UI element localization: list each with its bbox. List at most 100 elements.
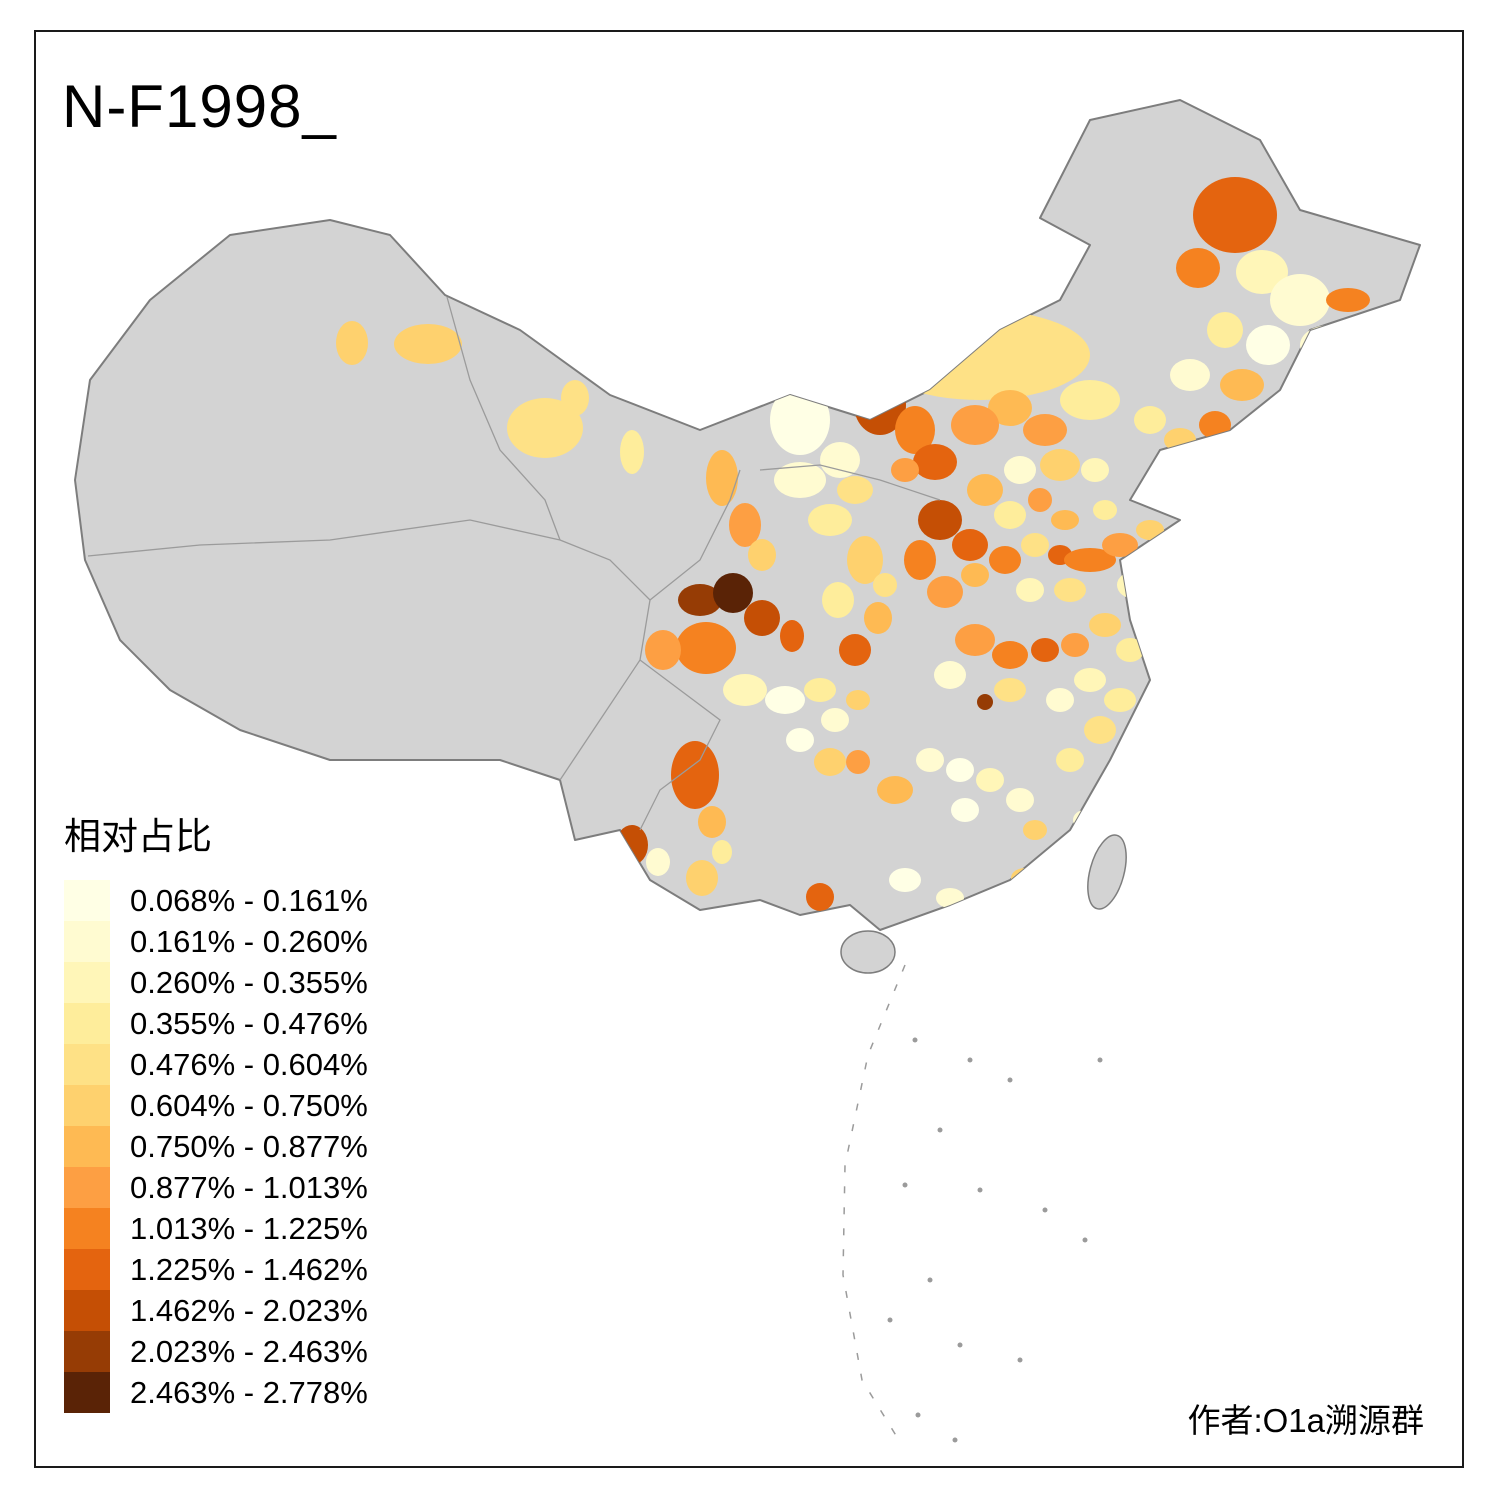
hainan-island (840, 930, 896, 974)
map-region (1170, 359, 1210, 391)
legend-item-label: 0.604% - 0.750% (130, 1087, 368, 1123)
map-region (1246, 325, 1290, 365)
legend-swatch (64, 1372, 110, 1413)
map-region (1134, 406, 1166, 434)
map-region (821, 708, 849, 732)
map-region (646, 848, 670, 876)
small-island (912, 1037, 918, 1043)
legend: 相对占比 0.068% - 0.161% 0.161% - 0.260% 0.260… (64, 806, 368, 1413)
legend-swatch (64, 1044, 110, 1085)
legend-item-label: 2.463% - 2.778% (130, 1374, 368, 1410)
small-island (887, 1317, 893, 1323)
small-island (952, 1437, 958, 1443)
map-region (988, 390, 1032, 426)
map-region (846, 690, 870, 710)
map-region (786, 728, 814, 752)
map-region (814, 748, 846, 776)
map-region (1040, 449, 1080, 481)
map-region (765, 686, 805, 714)
legend-item: 2.023% - 2.463% (64, 1331, 368, 1372)
map-region (1048, 850, 1072, 870)
map-region (820, 442, 860, 478)
map-region (808, 504, 852, 536)
map-region (873, 573, 897, 597)
map-region (1028, 488, 1052, 512)
legend-item: 0.260% - 0.355% (64, 962, 368, 1003)
map-region (712, 840, 732, 864)
legend-rows: 0.068% - 0.161% 0.161% - 0.260% 0.260% - 0… (64, 880, 368, 1413)
legend-swatch (64, 1003, 110, 1044)
map-region (1176, 248, 1220, 288)
legend-item-label: 0.877% - 1.013% (130, 1169, 368, 1205)
map-region (748, 539, 776, 571)
map-region (895, 406, 935, 454)
small-island (915, 1412, 921, 1418)
map-region (967, 474, 1003, 506)
map-region (936, 888, 964, 908)
map-region (1207, 312, 1243, 348)
legend-swatch (64, 1085, 110, 1126)
legend-title: 相对占比 (64, 816, 212, 857)
map-region (723, 674, 767, 706)
map-region (1046, 688, 1074, 712)
small-island (902, 1182, 908, 1188)
map-region (889, 868, 921, 892)
map-region (1021, 533, 1049, 557)
map-region (336, 321, 368, 365)
map-region (994, 678, 1026, 702)
map-region (1116, 638, 1144, 662)
map-region (1326, 288, 1370, 312)
legend-item: 1.013% - 1.225% (64, 1208, 368, 1249)
map-region (864, 602, 892, 634)
map-region (394, 324, 462, 364)
legend-item-label: 0.476% - 0.604% (130, 1046, 368, 1082)
map-region (1220, 369, 1264, 401)
map-region (1056, 748, 1084, 772)
map-region (870, 310, 1090, 400)
legend-item-label: 0.260% - 0.355% (130, 964, 368, 1000)
map-region (1116, 748, 1144, 772)
legend-swatch (64, 1290, 110, 1331)
map-region (1236, 250, 1288, 294)
map-region (1084, 716, 1116, 744)
map-region (904, 540, 936, 580)
map-region (992, 641, 1028, 669)
map-region (744, 600, 780, 636)
map-region (806, 883, 834, 911)
map-region (706, 450, 738, 506)
map-region (1300, 325, 1360, 365)
map-region (934, 661, 966, 689)
legend-swatch (64, 921, 110, 962)
map-region (955, 624, 995, 656)
map-region (846, 750, 870, 774)
legend-item-label: 1.462% - 2.023% (130, 1292, 368, 1328)
map-region (774, 462, 826, 498)
map-region (1023, 820, 1047, 840)
map-region (698, 806, 726, 838)
taiwan-island (1087, 834, 1127, 910)
small-island (1097, 1057, 1103, 1063)
province-border (87, 519, 561, 557)
legend-item-label: 0.750% - 0.877% (130, 1128, 368, 1164)
small-island (1017, 1357, 1023, 1363)
legend-item: 1.225% - 1.462% (64, 1249, 368, 1290)
small-island (1082, 1237, 1088, 1243)
small-island (977, 1187, 983, 1193)
map-region (1064, 548, 1116, 572)
map-region (837, 476, 873, 504)
map-region (1117, 571, 1153, 599)
map-region (1074, 668, 1106, 692)
legend-swatch (64, 1208, 110, 1249)
legend-item-label: 1.013% - 1.225% (130, 1210, 368, 1246)
map-region (1093, 500, 1117, 520)
province-border (639, 659, 721, 831)
legend-item: 0.877% - 1.013% (64, 1167, 368, 1208)
map-region (1054, 578, 1086, 602)
map-region (989, 546, 1021, 574)
map-region (994, 501, 1026, 529)
map-region (645, 630, 681, 670)
map-region (927, 576, 963, 608)
legend-swatch (64, 1126, 110, 1167)
map-region (780, 620, 804, 652)
